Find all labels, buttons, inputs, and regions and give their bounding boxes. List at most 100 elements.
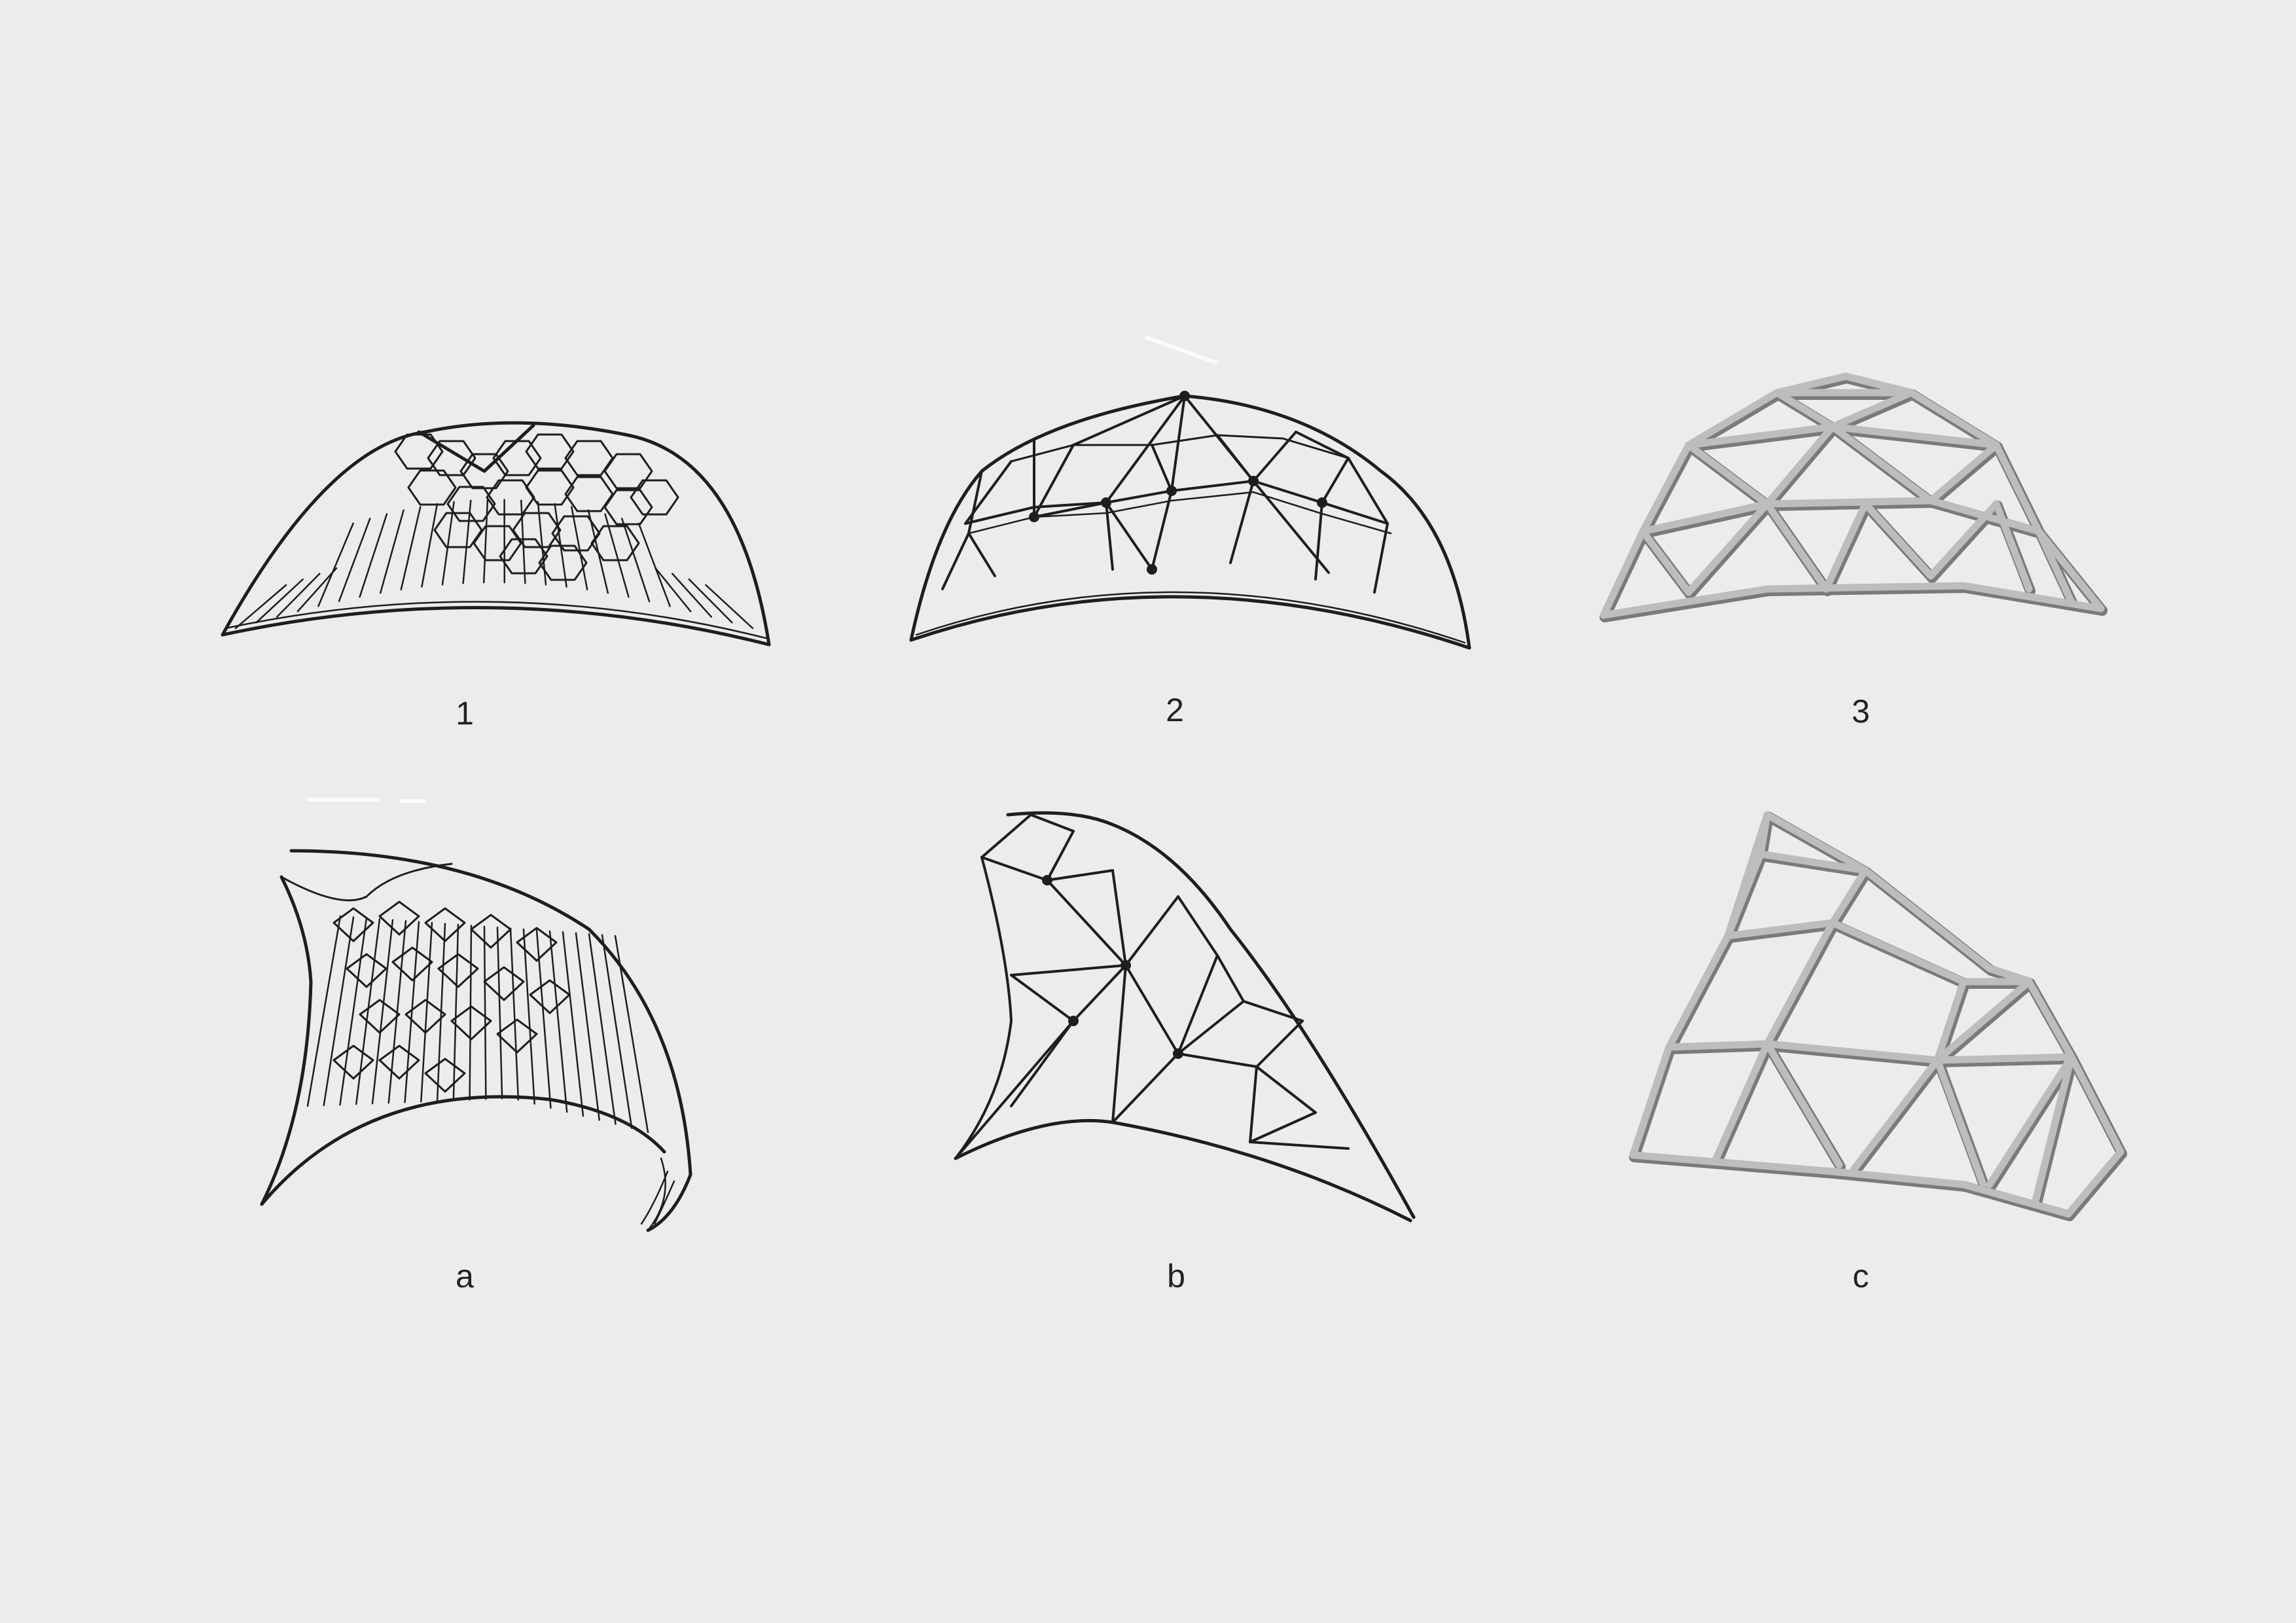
node-dot [1147,564,1157,575]
hatch-stroke [671,573,713,618]
hatch-stroke [655,567,692,613]
hatch-stroke [522,928,535,1105]
strut [1600,527,1647,619]
grid-member [941,532,970,590]
hatch-stroke [339,917,368,1106]
grid-member [1249,1065,1258,1143]
hatch-stroke [317,522,354,607]
grid-member [1105,395,1186,504]
grid-member [1314,501,1323,580]
hatch-stroke [400,506,422,591]
grid-member [1151,444,1173,492]
cell-outline [483,966,525,1001]
shell-strut-render [1629,811,2127,1221]
grid-member [1010,964,1127,976]
grid-member [1347,457,1389,525]
grid-member [1010,974,1075,1022]
strut [1829,389,1915,431]
hatch-stroke [421,503,439,588]
strut [1822,500,1869,593]
hatch-stroke [637,522,671,607]
strut [1907,389,2000,449]
strut [1685,441,1771,508]
strut [1960,582,2105,613]
grid-member [1177,1052,1258,1068]
hatch-stroke [306,915,342,1107]
cell-outline [499,538,548,575]
cell-outline [473,525,522,562]
strut [1639,500,1771,535]
cell-outline [512,512,562,548]
hatch-stroke [276,573,321,618]
strut [1763,423,1837,508]
strut [1763,1040,1843,1169]
grid-member [1111,964,1127,1124]
cell-outline [433,512,483,548]
strut [2035,527,2105,613]
hatch-stroke [462,499,472,584]
hatch-stroke [452,923,459,1101]
strut [1639,527,1693,596]
grid-member [1105,501,1153,571]
hatch-stroke [469,925,473,1101]
cell-outline [424,907,466,942]
node-dot [1166,486,1177,496]
node-dot [1121,960,1131,971]
strut [1724,850,1765,940]
grid-member [1177,1000,1245,1055]
cell-outline [391,946,433,982]
strut [1933,978,1967,1064]
cell-outline [492,440,542,476]
strut [1600,585,1771,619]
grid-member [1373,522,1389,594]
grid-member [1124,895,1179,967]
grid-member [1046,879,1127,967]
hatch-stroke [359,513,388,598]
caption-fig-c: c [1852,1258,1869,1294]
grid-member [1229,480,1255,564]
node-dot [1179,391,1190,401]
strut [1933,978,2033,1064]
strut [1763,811,1869,874]
dome-strut-render [1600,372,2108,622]
strut [1763,582,1967,593]
hatch-stroke [588,933,617,1125]
strut [1992,441,2043,535]
strut [1829,919,1967,986]
caption-fig-3: 3 [1852,693,1870,730]
grid-member [1151,490,1173,571]
grid-member [967,532,996,577]
grid-member [980,856,1049,882]
cell-outline [437,953,479,988]
strut [2068,1053,2125,1156]
strut [1639,441,1693,535]
strut [1960,1181,2072,1218]
hatch-stroke [296,567,338,613]
hatch-stroke [338,518,371,603]
strut [1763,500,1830,593]
strut [1763,919,1837,1048]
cell-outline [496,1018,538,1054]
cell-outline [407,469,457,506]
grid-member [1033,501,1107,518]
grid-member [980,813,1032,859]
strut [1829,423,2000,449]
grid-member [1030,813,1075,832]
cell-outline [525,433,575,470]
strut [1927,441,2000,505]
cell-outline [378,901,420,936]
grid-member [1111,869,1127,967]
shell-triangulated-sketch [954,811,1416,1222]
hatch-stroke [548,930,568,1113]
strut [2035,527,2075,606]
hatch-stroke [379,509,404,594]
strut [1763,1040,1941,1064]
strut [1933,1056,1987,1188]
cell-outline [525,469,575,506]
hatch-stroke [620,518,651,603]
cell-outline [564,440,614,476]
grid-member [1111,1052,1179,1124]
caption-fig-a: a [456,1258,474,1294]
cell-outline [404,999,446,1034]
grid-member [1177,954,1219,1055]
